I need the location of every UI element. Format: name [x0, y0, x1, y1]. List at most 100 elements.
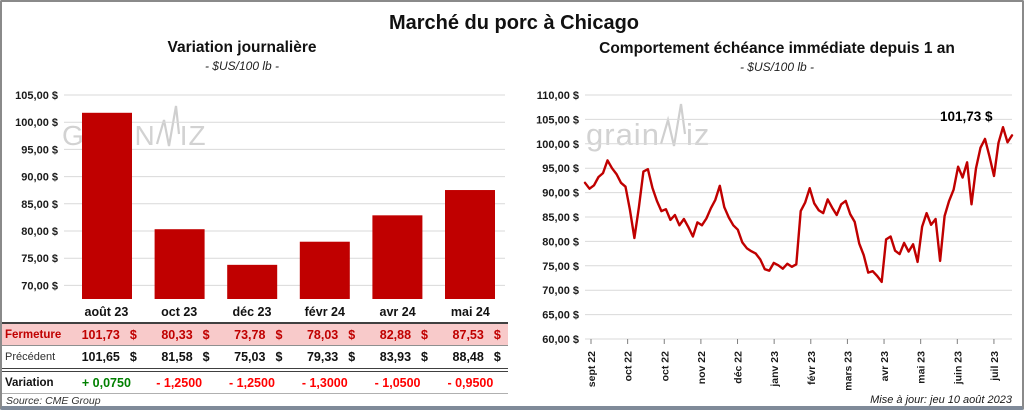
y-axis-tick-label: 65,00 $	[542, 310, 579, 322]
source-note: Source: CME Group	[6, 395, 101, 407]
watermark-spike-icon	[659, 103, 687, 147]
category-header: août 23	[84, 305, 129, 319]
watermark-spike-icon	[155, 105, 180, 147]
price-value: 101,73 $	[70, 328, 143, 342]
y-axis-tick-label: 105,00 $	[15, 90, 58, 102]
watermark-text: iz	[685, 117, 711, 152]
currency-symbol: $	[275, 327, 283, 342]
amount: 88,48	[452, 350, 484, 364]
bar-chart-title: Variation journalière	[167, 39, 317, 56]
price-value: 88,48 $	[434, 350, 507, 364]
x-axis-tick-label: oct 22	[623, 351, 635, 382]
table-row-fermeture: Fermeture 101,73 $80,33 $73,78 $78,03 $82,88 $…	[2, 324, 508, 346]
currency-symbol: $	[348, 327, 356, 342]
x-axis-tick-label: nov 22	[696, 351, 708, 384]
y-axis-tick-label: 80,00 $	[21, 226, 58, 238]
price-value: 82,88 $	[361, 328, 434, 342]
amount: 82,88	[379, 327, 412, 342]
y-axis-tick-label: 100,00 $	[15, 117, 58, 129]
currency-symbol: $	[129, 327, 137, 342]
y-axis-tick-label: 70,00 $	[542, 285, 579, 297]
y-axis-tick-label: 60,00 $	[542, 334, 579, 346]
table-row-precedent: Précédent 101,65 $81,58 $75,03 $79,33 $83,93 $…	[2, 346, 508, 372]
last-price-label: 101,73 $	[940, 109, 993, 124]
y-axis-tick-label: 105,00 $	[536, 114, 579, 126]
y-axis-tick-label: 85,00 $	[542, 212, 579, 224]
y-axis-tick-label: 90,00 $	[542, 188, 579, 200]
category-header: mai 24	[450, 305, 490, 319]
x-axis-tick-label: mars 23	[842, 351, 854, 391]
price-table: août 23 oct 23 déc 23 févr 24 avr 24 mai 24 Fe…	[2, 302, 508, 394]
currency-symbol: $	[129, 350, 137, 364]
price-value: 73,78 $	[216, 328, 289, 342]
currency-symbol: $	[348, 350, 356, 364]
bar	[445, 190, 495, 299]
line-chart: 110,00 $ 105,00 $ 100,00 $ 95,00 $ 90,00 $ 85…	[536, 90, 1014, 391]
amount: 101,73	[81, 327, 120, 342]
price-value: 78,03 $	[288, 328, 361, 342]
price-value: 101,65 $	[70, 350, 143, 364]
x-axis-tick-label: janv 23	[769, 351, 781, 388]
x-axis-tick-label: févr 23	[806, 351, 818, 385]
y-axis-tick-label: 85,00 $	[21, 199, 58, 211]
amount: 78,03	[306, 327, 339, 342]
amount: 87,53	[452, 327, 484, 342]
line-chart-title: Comportement échéance immédiate depuis 1…	[599, 40, 955, 57]
amount: 73,78	[234, 327, 266, 342]
amount: 79,33	[306, 350, 339, 364]
y-axis-tick-label: 80,00 $	[542, 236, 579, 248]
y-axis-tick-label: 95,00 $	[542, 163, 579, 175]
table-row-variation: Variation + 0,0750 - 1,2500 - 1,2500 - 1,300…	[2, 372, 508, 394]
x-axis-tick-label: juil 23	[989, 351, 1001, 382]
page-title: Marché du porc à Chicago	[388, 12, 640, 34]
price-value: 80,33 $	[143, 328, 216, 342]
currency-symbol: $	[493, 350, 501, 364]
amount: 101,65	[81, 350, 120, 364]
table-row-header: août 23 oct 23 déc 23 févr 24 avr 24 mai 24	[2, 302, 508, 324]
x-axis-tick-label: juin 23	[952, 351, 964, 385]
category-header: oct 23	[161, 305, 198, 319]
y-axis-tick-label: 100,00 $	[536, 139, 579, 151]
bar	[154, 229, 205, 299]
variation-value: - 1,2500	[229, 375, 275, 390]
x-axis-tick-label: sept 22	[586, 351, 598, 387]
amount: 81,58	[161, 350, 193, 364]
price-value: 83,93 $	[361, 350, 434, 364]
currency-symbol: $	[421, 350, 428, 364]
variation-value: - 0,9500	[447, 375, 494, 390]
x-axis-tick-label: mai 23	[916, 351, 928, 384]
bar	[372, 215, 423, 299]
price-line-series	[583, 126, 1014, 284]
currency-symbol: $	[275, 350, 283, 364]
price-value: 79,33 $	[288, 350, 361, 364]
currency-symbol: $	[202, 350, 210, 364]
currency-symbol: $	[202, 327, 210, 342]
row-label-fermeture: Fermeture	[5, 328, 62, 341]
variation-value: - 1,0500	[374, 375, 421, 390]
y-axis-tick-label: 90,00 $	[21, 172, 58, 184]
watermark-text: IZ	[179, 120, 207, 151]
bar	[299, 241, 350, 299]
watermark-text: grain	[586, 117, 660, 152]
currency-symbol: $	[493, 327, 501, 342]
row-label-precedent: Précédent	[5, 351, 56, 363]
category-header: avr 24	[379, 305, 416, 319]
variation-value: + 0,0750	[81, 375, 131, 390]
category-header: févr 24	[304, 305, 345, 319]
line-chart-subtitle: - $US/100 lb -	[739, 60, 815, 74]
x-axis-tick-label: avr 23	[879, 351, 891, 382]
price-value: 87,53 $	[434, 328, 507, 342]
amount: 80,33	[161, 327, 193, 342]
category-header: déc 23	[232, 305, 272, 319]
y-axis-tick-label: 70,00 $	[21, 280, 58, 292]
amount: 75,03	[234, 350, 266, 364]
y-axis-tick-label: 110,00 $	[537, 90, 579, 102]
variation-value: - 1,3000	[301, 375, 348, 390]
variation-value: - 1,2500	[156, 375, 203, 390]
currency-symbol: $	[421, 327, 428, 342]
y-axis-tick-label: 95,00 $	[21, 144, 58, 156]
bar	[82, 112, 132, 299]
grainwiz-watermark: grain iz	[586, 102, 710, 150]
y-axis-tick-label: 75,00 $	[21, 253, 58, 265]
amount: 83,93	[379, 350, 412, 364]
